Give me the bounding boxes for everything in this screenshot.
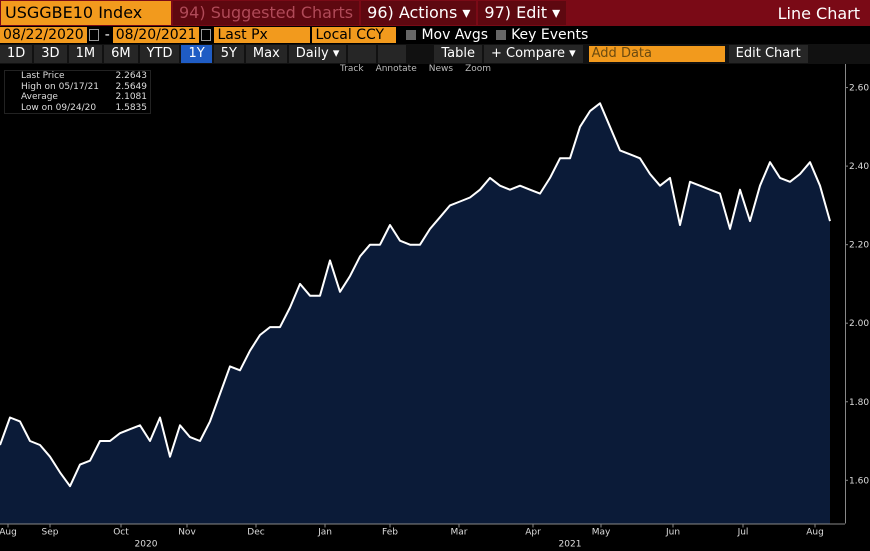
year-label: 2021 [559, 540, 582, 550]
price-line [0, 102, 831, 488]
compare-button[interactable]: + Compare ▾ [483, 45, 583, 63]
range-button[interactable]: 5Y [213, 45, 244, 63]
option[interactable]: Key Events [511, 27, 589, 43]
calendar-icon[interactable] [201, 29, 212, 41]
y-tick-label: 2.20 [849, 241, 869, 251]
currency-select[interactable]: Local CCY [312, 27, 397, 43]
year-label: 2020 [135, 540, 158, 550]
x-tick-label: Nov [178, 528, 196, 538]
x-tick-label: May [592, 528, 611, 538]
menu[interactable]: 94) Suggested Charts [173, 1, 360, 25]
y-tick-label: 2.00 [849, 319, 869, 329]
x-tick-label: Jan [317, 528, 332, 538]
legend-row: Last Price 2.2643 [5, 71, 150, 82]
area-fill [0, 103, 830, 524]
legend-value: 2.2643 [115, 71, 148, 81]
top-bar: USGGBE10 Index 94) Suggested Charts 96) … [0, 0, 870, 26]
x-tick-label: Sep [42, 528, 59, 538]
checkbox[interactable] [496, 30, 507, 40]
legend: Last Price 2.2643 High on 05/17/21 2.5649 Av… [4, 70, 151, 114]
x-tick-label: Oct [113, 528, 129, 538]
chart-type-icon[interactable] [348, 45, 377, 63]
edit-chart-button[interactable]: Edit Chart [728, 45, 808, 63]
chart: 1.60 1.80 2.00 2.20 2.40 2.60 Aug Sep Oct Nov Dec J… [0, 64, 869, 550]
legend-value: 2.1081 [115, 92, 148, 102]
tool-button[interactable]: Annotate [375, 64, 417, 74]
x-tick-label: Jun [665, 528, 680, 538]
tool-button[interactable]: News [428, 64, 454, 74]
title: Line Chart [777, 3, 860, 23]
range-button[interactable]: 1Y [181, 45, 212, 63]
chart-type-icon[interactable] [378, 45, 407, 63]
calendar-icon[interactable] [88, 29, 99, 41]
legend-row: Low on 09/24/20 1.5835 [5, 103, 150, 114]
y-tick-label: 1.60 [849, 476, 869, 486]
x-tick-label: Apr [525, 528, 541, 538]
end-date[interactable]: 08/20/2021 [112, 27, 200, 43]
x-tick-label: Jul [737, 528, 749, 538]
start-date[interactable]: 08/22/2020 [0, 27, 87, 43]
range-button[interactable]: 3D [34, 45, 67, 63]
add-data-input[interactable]: Add Data [588, 46, 725, 62]
separator: - [104, 27, 110, 43]
x-tick-label: Aug [0, 528, 17, 538]
settings-bar: 08/22/2020 - 08/20/2021 Last Px Local CC… [0, 26, 870, 44]
range-button[interactable]: 6M [104, 45, 138, 63]
x-tick-label: Dec [247, 528, 264, 538]
y-tick-label: 2.60 [849, 84, 869, 94]
frequency-select[interactable]: Daily ▾ [288, 45, 347, 63]
legend-row: High on 05/17/21 2.5649 [5, 82, 150, 93]
tool-button[interactable]: Track [340, 64, 364, 74]
chart-tools: Track Annotate News Zoom [340, 64, 491, 74]
tool-button[interactable]: Zoom [465, 64, 492, 74]
legend-label: Last Price [21, 71, 65, 81]
field-select[interactable]: Last Px [214, 27, 311, 43]
range-button[interactable]: Max [245, 45, 287, 63]
y-tick-label: 1.80 [849, 398, 869, 408]
menu[interactable]: 96) Actions ▾ [361, 1, 477, 25]
legend-label: Average [21, 92, 58, 102]
range-button[interactable]: 1M [68, 45, 103, 63]
x-tick-label: Mar [451, 528, 468, 538]
legend-label: Low on 09/24/20 [21, 102, 97, 113]
range-bar: 1D 3D 1M 6M YTD 1Y 5Y Max Daily ▾ Table + Compare … [0, 44, 870, 64]
option[interactable]: Mov Avgs [421, 27, 489, 43]
ticker[interactable]: USGGBE10 Index [1, 1, 171, 25]
y-tick-label: 2.40 [849, 162, 869, 172]
legend-row: Average 2.1081 [5, 92, 150, 103]
x-tick-label: Aug [806, 528, 824, 538]
range-button[interactable]: 1D [0, 45, 33, 63]
range-button[interactable]: YTD [139, 45, 180, 63]
table-button[interactable]: Table [434, 45, 482, 63]
checkbox[interactable] [406, 30, 417, 40]
legend-label: High on 05/17/21 [21, 81, 100, 92]
legend-value: 2.5649 [115, 81, 148, 92]
legend-value: 1.5835 [115, 102, 148, 113]
menu[interactable]: 97) Edit ▾ [478, 1, 567, 25]
x-tick-label: Feb [382, 528, 398, 538]
